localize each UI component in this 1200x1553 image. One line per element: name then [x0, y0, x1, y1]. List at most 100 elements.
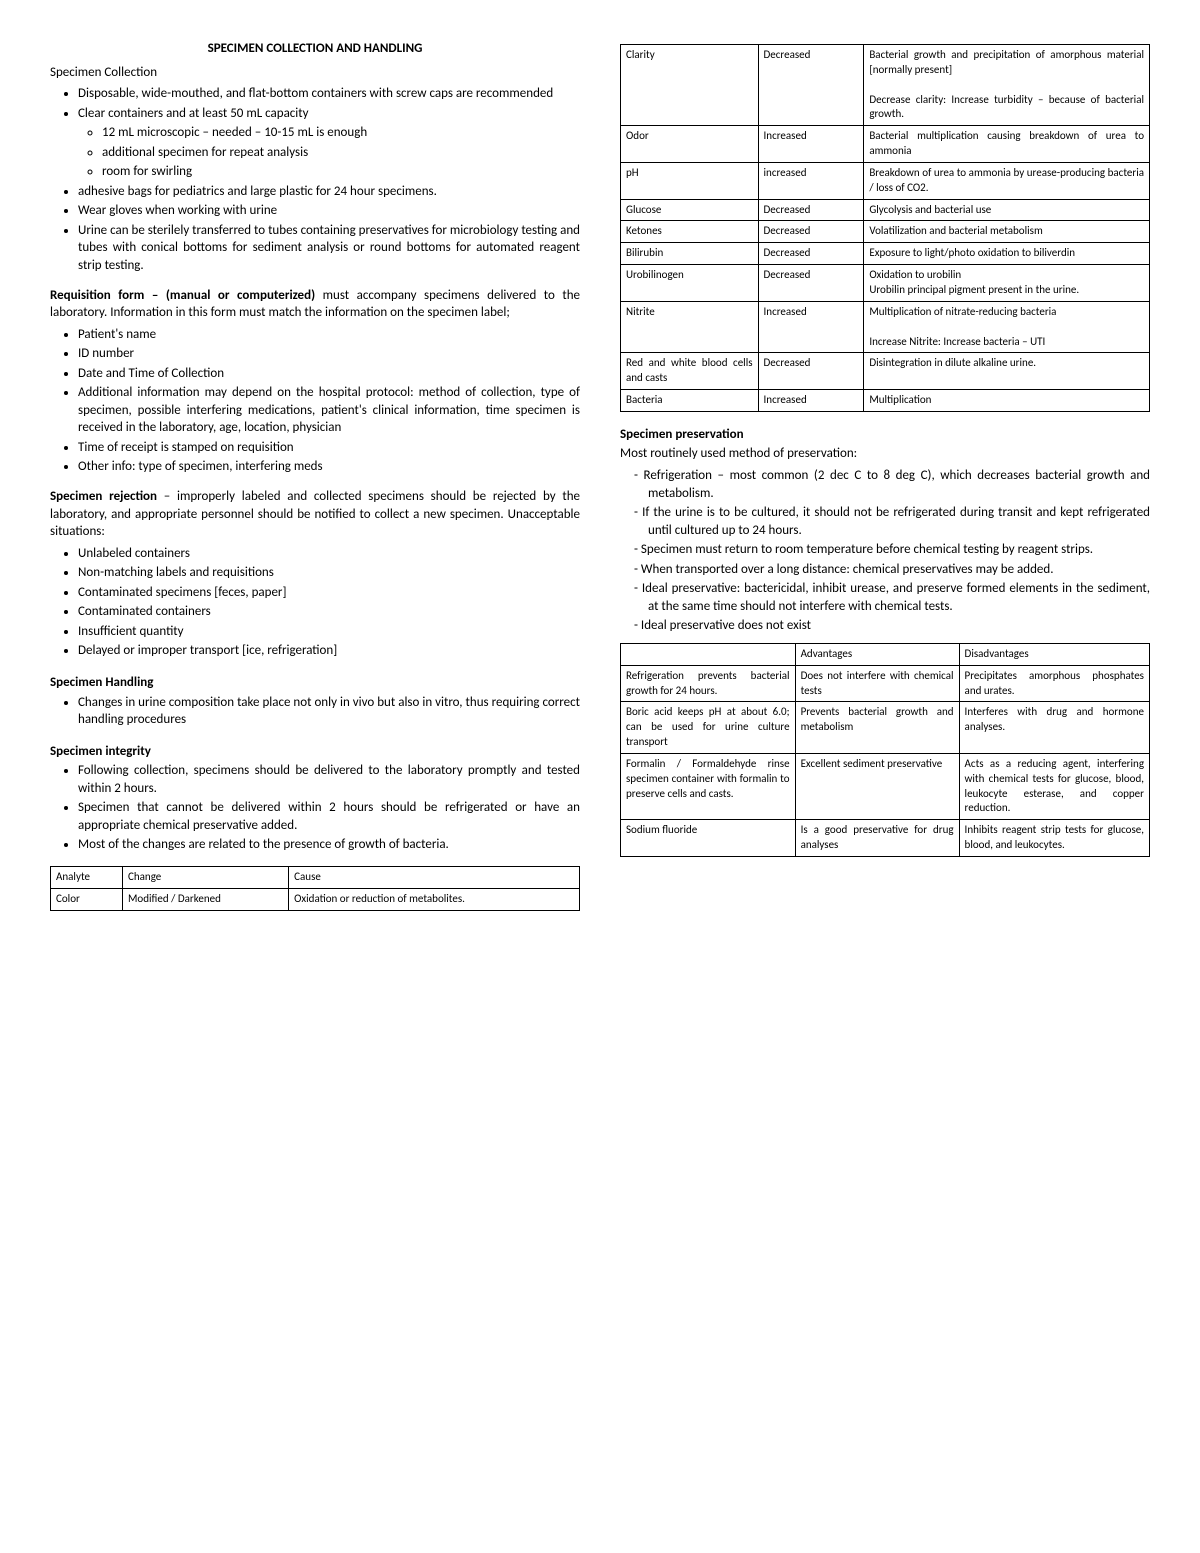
table-cell: Clarity: [621, 45, 759, 126]
table-cell: Sodium fluoride: [621, 820, 796, 857]
table-row: Red and white blood cells and castsDecre…: [621, 353, 1150, 390]
list-item: Clear containers and at least 50 mL capa…: [78, 105, 580, 181]
table-row: GlucoseDecreasedGlycolysis and bacterial…: [621, 199, 1150, 221]
list-item: Specimen must return to room temperature…: [648, 541, 1150, 559]
collection-heading: Specimen Collection: [50, 64, 580, 82]
table-cell: Precipitates amorphous phosphates and ur…: [959, 665, 1149, 702]
list-item: 12 mL microscopic – needed – 10-15 mL is…: [102, 124, 580, 142]
list-item: Wear gloves when working with urine: [78, 202, 580, 220]
list-item: Insufficient quantity: [78, 623, 580, 641]
table-header: Change: [123, 866, 289, 888]
table-row: BacteriaIncreasedMultiplication: [621, 390, 1150, 412]
list-item: When transported over a long distance: c…: [648, 561, 1150, 579]
preservative-table: AdvantagesDisadvantagesRefrigeration pre…: [620, 643, 1150, 857]
table-cell: Bacteria: [621, 390, 759, 412]
table-cell: Increased: [758, 301, 864, 353]
table-cell: Increased: [758, 390, 864, 412]
collection-sublist: 12 mL microscopic – needed – 10-15 mL is…: [78, 124, 580, 181]
table-header: Disadvantages: [959, 643, 1149, 665]
requisition-bold: Requisition form – (manual or computeriz…: [50, 288, 315, 303]
requisition-para: Requisition form – (manual or computeriz…: [50, 287, 580, 322]
table-row: Color Modified / Darkened Oxidation or r…: [51, 888, 580, 910]
list-item: Refrigeration – most common (2 dec C to …: [648, 467, 1150, 502]
table-row: OdorIncreasedBacterial multiplication ca…: [621, 126, 1150, 163]
list-item: Urine can be sterilely transferred to tu…: [78, 222, 580, 275]
left-column: SPECIMEN COLLECTION AND HANDLING Specime…: [50, 40, 580, 911]
table-header-row: AdvantagesDisadvantages: [621, 643, 1150, 665]
table-row: Sodium fluorideIs a good preservative fo…: [621, 820, 1150, 857]
table-row: Boric acid keeps pH at about 6.0; can be…: [621, 702, 1150, 754]
list-item: Non-matching labels and requisitions: [78, 564, 580, 582]
analyte-table-start: Analyte Change Cause Color Modified / Da…: [50, 866, 580, 911]
main-title: SPECIMEN COLLECTION AND HANDLING: [50, 40, 580, 58]
handling-list: Changes in urine composition take place …: [50, 694, 580, 729]
table-cell: Urobilinogen: [621, 265, 759, 302]
table-cell: Volatilization and bacterial metabolism: [864, 221, 1150, 243]
preservation-sub: Most routinely used method of preservati…: [620, 445, 1150, 463]
table-cell: Ketones: [621, 221, 759, 243]
list-text: Clear containers and at least 50 mL capa…: [78, 106, 309, 121]
table-row: ClarityDecreasedBacterial growth and pre…: [621, 45, 1150, 126]
table-row: NitriteIncreasedMultiplication of nitrat…: [621, 301, 1150, 353]
list-item: Unlabeled containers: [78, 545, 580, 563]
table-row: BilirubinDecreasedExposure to light/phot…: [621, 243, 1150, 265]
table-cell: Glycolysis and bacterial use: [864, 199, 1150, 221]
table-cell: Decreased: [758, 243, 864, 265]
table-cell: increased: [758, 162, 864, 199]
table-cell: Modified / Darkened: [123, 888, 289, 910]
table-header-row: Analyte Change Cause: [51, 866, 580, 888]
table-cell: Color: [51, 888, 123, 910]
table-cell: Interferes with drug and hormone analyse…: [959, 702, 1149, 754]
table-cell: Disintegration in dilute alkaline urine.: [864, 353, 1150, 390]
table-cell: Odor: [621, 126, 759, 163]
list-item: Ideal preservative does not exist: [648, 617, 1150, 635]
table-cell: Decreased: [758, 353, 864, 390]
table-cell: Is a good preservative for drug analyses: [795, 820, 959, 857]
table-cell: Multiplication of nitrate-reducing bacte…: [864, 301, 1150, 353]
list-item: Time of receipt is stamped on requisitio…: [78, 439, 580, 457]
table-cell: Glucose: [621, 199, 759, 221]
list-item: ID number: [78, 345, 580, 363]
table-cell: Oxidation or reduction of metabolites.: [289, 888, 580, 910]
table-cell: Decreased: [758, 221, 864, 243]
table-header: [621, 643, 796, 665]
table-cell: pH: [621, 162, 759, 199]
table-header: Cause: [289, 866, 580, 888]
handling-heading: Specimen Handling: [50, 674, 580, 692]
table-header: Advantages: [795, 643, 959, 665]
list-item: Disposable, wide-mouthed, and flat-botto…: [78, 85, 580, 103]
integrity-heading: Specimen integrity: [50, 743, 580, 761]
list-item: Ideal preservative: bactericidal, inhibi…: [648, 580, 1150, 615]
table-cell: Boric acid keeps pH at about 6.0; can be…: [621, 702, 796, 754]
list-item: Specimen that cannot be delivered within…: [78, 799, 580, 834]
analyte-table-continued: ClarityDecreasedBacterial growth and pre…: [620, 44, 1150, 412]
table-cell: Refrigeration prevents bacterial growth …: [621, 665, 796, 702]
rejection-bold: Specimen rejection: [50, 489, 157, 504]
table-cell: Oxidation to urobilin Urobilin principal…: [864, 265, 1150, 302]
rejection-para: Specimen rejection – improperly labeled …: [50, 488, 580, 541]
list-item: Changes in urine composition take place …: [78, 694, 580, 729]
list-item: Other info: type of specimen, interferin…: [78, 458, 580, 476]
list-item: Most of the changes are related to the p…: [78, 836, 580, 854]
table-cell: Bilirubin: [621, 243, 759, 265]
table-row: KetonesDecreasedVolatilization and bacte…: [621, 221, 1150, 243]
requisition-list: Patient's name ID number Date and Time o…: [50, 326, 580, 476]
right-column: ClarityDecreasedBacterial growth and pre…: [620, 40, 1150, 911]
list-item: Date and Time of Collection: [78, 365, 580, 383]
table-cell: Decreased: [758, 45, 864, 126]
table-header: Analyte: [51, 866, 123, 888]
table-cell: Bacterial growth and precipitation of am…: [864, 45, 1150, 126]
table-row: UrobilinogenDecreasedOxidation to urobil…: [621, 265, 1150, 302]
table-row: Refrigeration prevents bacterial growth …: [621, 665, 1150, 702]
preservation-heading: Specimen preservation: [620, 426, 1150, 444]
preservation-list: Refrigeration – most common (2 dec C to …: [620, 467, 1150, 635]
table-cell: Prevents bacterial growth and metabolism: [795, 702, 959, 754]
list-item: Patient's name: [78, 326, 580, 344]
table-cell: Exposure to light/photo oxidation to bil…: [864, 243, 1150, 265]
list-item: adhesive bags for pediatrics and large p…: [78, 183, 580, 201]
table-cell: Decreased: [758, 265, 864, 302]
list-item: Following collection, specimens should b…: [78, 762, 580, 797]
table-cell: Red and white blood cells and casts: [621, 353, 759, 390]
table-cell: Excellent sediment preservative: [795, 753, 959, 819]
table-row: pHincreasedBreakdown of urea to ammonia …: [621, 162, 1150, 199]
